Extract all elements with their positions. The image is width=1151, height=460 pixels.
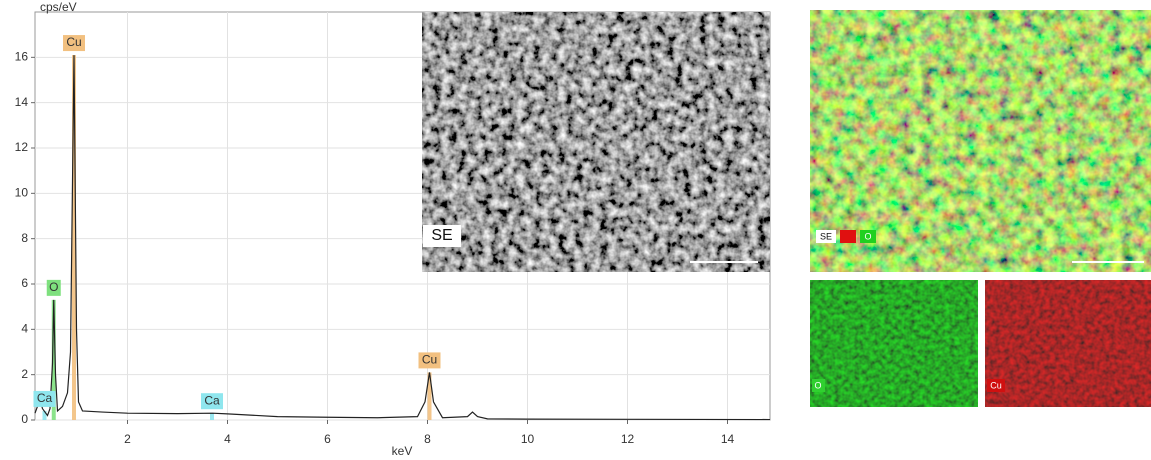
copper-map: [985, 280, 1151, 407]
spectrum-layer: Cu O Cu Ca Ca: [33, 35, 771, 421]
peak-label-box: [201, 393, 223, 410]
spectrum-line: [34, 55, 771, 421]
peak-marker: [427, 372, 432, 420]
x-tick-label: 4: [224, 432, 231, 446]
y-tick-label: 2: [21, 367, 28, 381]
peak-marker: [72, 55, 76, 421]
peak-label: O: [49, 280, 58, 294]
peak-label: Cu: [66, 35, 81, 49]
map-label-box: [812, 379, 825, 392]
map-label-box: [987, 379, 1005, 392]
peak-marker: [210, 413, 214, 420]
micrographs: SE SE O O Cu: [422, 10, 1151, 407]
y-tick-label: 10: [15, 186, 29, 200]
y-tick-label: 8: [21, 231, 28, 245]
x-tick-label: 6: [324, 432, 331, 446]
peak-label-box: [418, 352, 441, 369]
y-tick-label: 0: [21, 412, 28, 426]
map-label: O: [814, 380, 821, 390]
legend-box: [860, 230, 876, 243]
peak-marker: [51, 299, 56, 420]
sem-image: [422, 12, 770, 272]
peak-marker: [42, 410, 47, 420]
overlay-map: [810, 10, 1151, 272]
overlay-label: O: [864, 231, 871, 241]
peak-label-box: [33, 390, 56, 407]
overlay-label: SE: [820, 231, 832, 241]
oxygen-map: [810, 280, 978, 407]
y-tick-label: 6: [21, 276, 28, 290]
peak-label: Ca: [37, 391, 53, 405]
peak-label: Ca: [204, 393, 220, 407]
x-tick-label: 12: [621, 432, 635, 446]
sem-label: SE: [431, 227, 452, 244]
peak-label-box: [46, 279, 61, 296]
y-tick-label: 12: [15, 140, 29, 154]
legend-box: [816, 230, 836, 243]
y-tick-label: 14: [15, 95, 29, 109]
legend-box: [840, 230, 856, 243]
x-axis-label: keV: [392, 444, 413, 458]
x-tick-label: 8: [424, 432, 431, 446]
sem-label-box: [423, 225, 461, 247]
y-tick-label: 4: [21, 322, 28, 336]
x-tick-label: 2: [124, 432, 131, 446]
y-tick-label: 16: [15, 50, 29, 64]
x-tick-label: 14: [721, 432, 735, 446]
x-tick-label: 10: [521, 432, 535, 446]
map-label: Cu: [990, 380, 1002, 390]
peak-label: Cu: [422, 353, 437, 367]
y-axis-label: cps/eV: [40, 0, 77, 14]
peak-label-box: [63, 35, 85, 52]
